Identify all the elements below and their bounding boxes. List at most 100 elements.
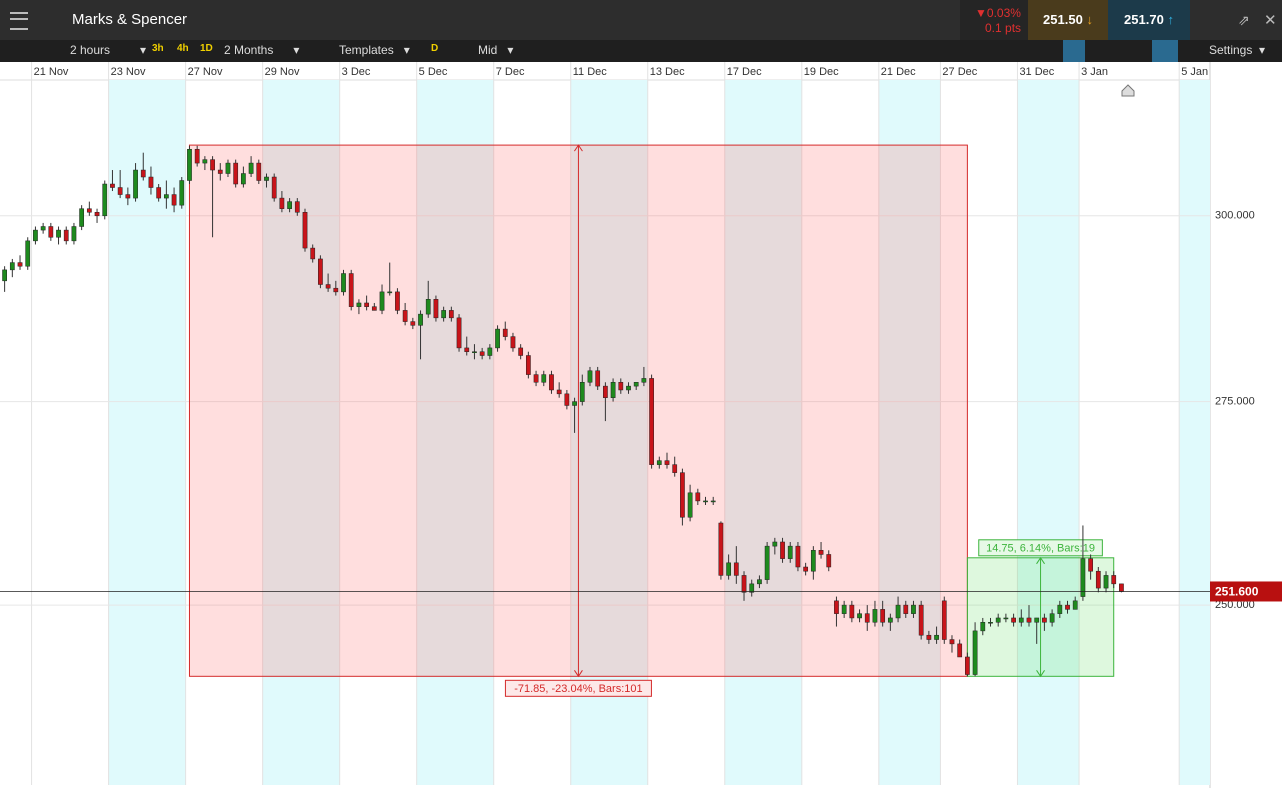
candle-body <box>595 370 601 387</box>
templates-text: Templates <box>339 43 394 57</box>
candle-body <box>857 613 862 619</box>
range[interactable]: 2 Months ▾ <box>224 43 300 57</box>
candle-body <box>911 604 916 614</box>
settings[interactable]: Settings ▾ <box>1209 43 1266 57</box>
candle-body <box>572 401 577 406</box>
y-tick-label: 275.000 <box>1215 395 1255 407</box>
candle-body <box>965 656 970 675</box>
candle-body <box>163 194 169 199</box>
candle-body <box>695 492 701 502</box>
candle-body <box>2 269 7 282</box>
candle-body <box>1034 617 1040 623</box>
candle-body <box>518 347 524 356</box>
candle-body <box>726 562 731 576</box>
candle-body <box>48 226 54 238</box>
x-tick-label: 19 Dec <box>804 66 839 78</box>
candle-body <box>294 201 300 213</box>
candle-body <box>448 310 454 319</box>
price-type[interactable]: Mid ▾ <box>478 43 514 57</box>
price-type-text: Mid <box>478 43 498 57</box>
candle-body <box>525 355 531 375</box>
candle-body <box>225 162 231 174</box>
instrument-title[interactable]: Marks & Spencer <box>72 11 188 28</box>
interval-text: 2 hours <box>70 43 111 57</box>
menu-icon[interactable] <box>10 12 28 30</box>
candle-body <box>757 579 762 585</box>
candle-body <box>841 604 847 614</box>
candle-body <box>541 374 547 383</box>
candle-body <box>310 247 316 260</box>
candle-body <box>17 262 23 267</box>
candle-body <box>433 299 439 319</box>
candle-body <box>772 541 778 547</box>
candle-body <box>102 183 108 217</box>
quick-4h[interactable]: 4h <box>177 43 189 54</box>
candle-body <box>94 211 100 217</box>
toolbar: 2 hours ▾ 3h 4h 1D 2 Months ▾ Templates … <box>0 40 1282 62</box>
x-tick-label: 27 Dec <box>942 66 977 78</box>
change-pts: 0.1 pts <box>985 21 1022 35</box>
ask-button[interactable]: 251.70 ↑ <box>1108 0 1190 40</box>
candle-body <box>464 347 470 352</box>
bid: 251.50 <box>1043 12 1083 27</box>
candle-body <box>86 208 92 213</box>
candle-body <box>425 299 431 315</box>
interval[interactable]: 2 hours ▾ <box>70 43 147 57</box>
candle-body <box>217 169 223 174</box>
d-button[interactable]: D <box>431 43 439 54</box>
candle-body <box>957 643 963 658</box>
marker-icon <box>1121 84 1135 97</box>
candle-body <box>895 604 901 619</box>
candle-body <box>156 187 162 199</box>
close[interactable]: ✕ <box>1264 12 1277 29</box>
candle-body <box>710 500 716 503</box>
candle-body <box>610 382 616 398</box>
candle-body <box>495 328 500 349</box>
candle-body <box>148 176 154 188</box>
x-tick-label: 21 Nov <box>34 66 69 78</box>
candle-body <box>510 336 516 349</box>
x-tick-label: 11 Dec <box>573 66 608 78</box>
range-text: 2 Months <box>224 43 274 57</box>
candle-body <box>834 600 839 614</box>
candle-body <box>903 604 909 614</box>
candle-body <box>926 634 932 640</box>
x-tick-label: 5 Jan <box>1181 66 1208 78</box>
candle-body <box>371 306 377 311</box>
templates[interactable]: Templates ▾ <box>339 43 410 57</box>
candle-body <box>233 162 239 185</box>
candle-body <box>587 370 593 383</box>
x-tick-label: 13 Dec <box>650 66 685 78</box>
candle-body <box>1011 617 1016 623</box>
candle-body <box>456 317 462 349</box>
session-band <box>1179 80 1210 785</box>
candle-body <box>56 229 61 238</box>
candle-body <box>364 302 369 307</box>
quick-1d[interactable]: 1D <box>200 43 213 54</box>
candle-body <box>502 328 508 337</box>
bid-button[interactable]: 251.50 ↓ <box>1028 0 1108 40</box>
candle-body <box>395 291 400 311</box>
popout[interactable]: ⇗ <box>1238 12 1250 28</box>
candle-body <box>803 566 809 572</box>
candle-body <box>680 472 685 518</box>
candle-body <box>918 604 924 636</box>
candle-body <box>79 208 85 227</box>
candle-body <box>533 374 539 383</box>
candle-body <box>864 613 870 623</box>
session-band <box>570 80 648 785</box>
candle-body <box>818 550 824 555</box>
tool-active[interactable] <box>1152 40 1178 62</box>
candle-body <box>780 541 785 559</box>
candle-body <box>418 313 423 326</box>
candle-body <box>256 162 262 181</box>
tool-active[interactable] <box>1063 40 1085 62</box>
session-band <box>416 80 494 785</box>
settings-text: Settings <box>1209 43 1253 57</box>
candle-body <box>579 382 585 402</box>
candle-body <box>171 194 177 206</box>
quick-3h[interactable]: 3h <box>152 43 164 54</box>
last-price-box <box>1210 581 1282 602</box>
candle-body <box>271 176 277 199</box>
